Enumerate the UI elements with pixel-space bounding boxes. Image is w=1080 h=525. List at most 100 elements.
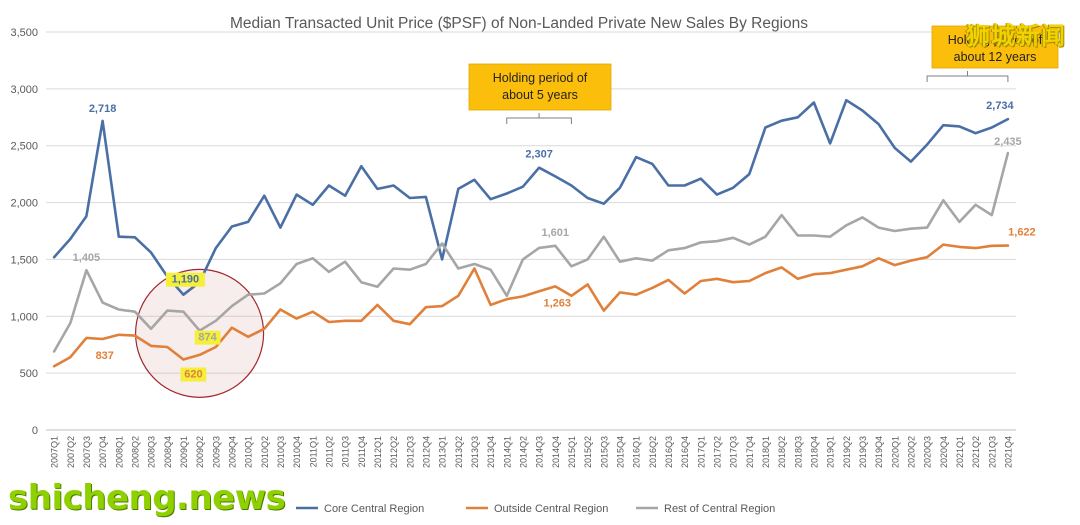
y-tick-label: 1,500 [10,254,38,266]
y-tick-label: 1,000 [10,311,38,323]
x-tick-label: 2010Q2 [260,436,270,468]
x-tick-label: 2021Q3 [987,436,997,468]
y-tick-label: 3,000 [10,84,38,96]
x-tick-label: 2012Q4 [421,436,431,468]
x-tick-label: 2014Q2 [518,436,528,468]
annotation-bracket [506,113,572,124]
x-tick-label: 2013Q4 [486,436,496,468]
x-tick-label: 2018Q2 [777,436,787,468]
x-tick-label: 2007Q4 [98,436,108,468]
x-tick-label: 2011Q3 [341,436,351,467]
x-tick-label: 2016Q4 [680,436,690,468]
y-axis: 0 500 1,000 1,500 2,000 2,500 3,000 3,500 [10,27,38,437]
series-line-1 [52,98,1010,297]
x-tick-label: 2020Q4 [939,436,949,468]
x-tick-label: 2017Q2 [712,436,722,468]
watermark-bottom: shicheng.news [8,478,286,518]
data-label: 620 [184,368,202,380]
x-tick-label: 2010Q1 [244,436,254,468]
label-highlight [180,367,207,382]
x-tick-label: 2016Q2 [648,436,658,468]
data-label: 1,190 [172,274,200,286]
x-tick-label: 2012Q2 [389,436,399,468]
annotation-text: Holding period of [493,71,588,85]
data-labels: 2,718 1,190 2,307 2,734 837 620 1,263 1,622 1,40… [73,100,1036,382]
x-tick-label: 2013Q1 [438,436,448,468]
label-highlight [194,330,221,345]
x-tick-label: 2020Q1 [890,436,900,468]
x-tick-label: 2014Q1 [502,436,512,468]
x-tick-label: 2017Q1 [696,436,706,468]
annotation-box [468,63,612,111]
y-tick-label: 2,500 [10,141,38,153]
x-tick-label: 2011Q1 [308,436,318,467]
x-tick-label: 2018Q4 [809,436,819,468]
x-tick-label: 2010Q4 [292,436,302,468]
x-tick-label: 2017Q3 [729,436,739,468]
legend: Core Central Region Outside Central Regio… [296,503,775,515]
x-tick-label: 2008Q4 [163,436,173,468]
x-tick-label: 2008Q2 [130,436,140,468]
x-tick-label: 2009Q3 [211,436,221,468]
x-tick-label: 2017Q4 [745,436,755,468]
x-tick-label: 2015Q4 [615,436,625,468]
series-lines [52,98,1010,368]
data-label: 1,622 [1008,227,1036,239]
x-tick-label: 2018Q1 [761,436,771,468]
x-tick-label: 2008Q1 [114,436,124,468]
x-tick-label: 2014Q3 [535,436,545,468]
chart-title: Median Transacted Unit Price ($PSF) of N… [230,15,808,32]
annotations: Holding period of about 5 years Holding pe… [468,25,1059,124]
x-tick-label: 2013Q3 [470,436,480,468]
x-tick-label: 2021Q4 [1003,436,1013,468]
x-axis: 2007Q1 2007Q2 2007Q3 2007Q4 2008Q1 2008Q2 2008… [50,436,1014,468]
x-tick-label: 2007Q3 [82,436,92,468]
x-tick-label: 2019Q3 [858,436,868,468]
annotation-bracket [926,71,1009,82]
x-tick-label: 2018Q3 [793,436,803,468]
x-tick-label: 2011Q4 [357,436,367,467]
data-label: 2,734 [986,100,1014,112]
x-tick-label: 2009Q1 [179,436,189,468]
x-tick-label: 2015Q3 [599,436,609,468]
x-tick-label: 2009Q4 [227,436,237,468]
data-label: 1,601 [541,227,569,239]
data-label: 1,405 [73,252,101,264]
x-tick-label: 2008Q3 [147,436,157,468]
x-tick-label: 2016Q1 [632,436,642,468]
gridlines [46,31,1016,431]
y-tick-label: 500 [20,368,38,380]
series-line-2 [52,243,1010,368]
x-tick-label: 2021Q1 [955,436,965,468]
x-tick-label: 2021Q2 [971,436,981,468]
x-tick-label: 2013Q2 [454,436,464,468]
x-tick-label: 2007Q1 [50,436,60,468]
x-tick-label: 2012Q3 [405,436,415,468]
data-label: 1,263 [543,297,571,309]
y-tick-label: 3,500 [10,27,38,39]
data-label: 2,435 [994,136,1022,148]
x-tick-label: 2010Q3 [276,436,286,468]
annotation-text: about 5 years [502,88,578,102]
y-tick-label: 2,000 [10,198,38,210]
data-label: 837 [96,350,114,362]
x-tick-label: 2020Q3 [923,436,933,468]
legend-label: Core Central Region [324,503,424,515]
legend-label: Outside Central Region [494,503,608,515]
x-tick-label: 2019Q4 [874,436,884,468]
annotation-text: Holding period of [948,33,1043,47]
x-tick-label: 2009Q2 [195,436,205,468]
data-label: 2,718 [89,103,117,115]
x-tick-label: 2007Q2 [66,436,76,468]
x-tick-label: 2014Q4 [551,436,561,468]
x-tick-label: 2020Q2 [906,436,916,468]
annotation-text: about 12 years [954,50,1037,64]
series-line-3 [52,151,1010,353]
x-tick-label: 2015Q2 [583,436,593,468]
x-tick-label: 2019Q1 [826,436,836,468]
data-label: 874 [198,332,217,344]
annotation-box [931,25,1059,69]
x-tick-label: 2019Q2 [842,436,852,468]
label-highlight [165,272,205,287]
